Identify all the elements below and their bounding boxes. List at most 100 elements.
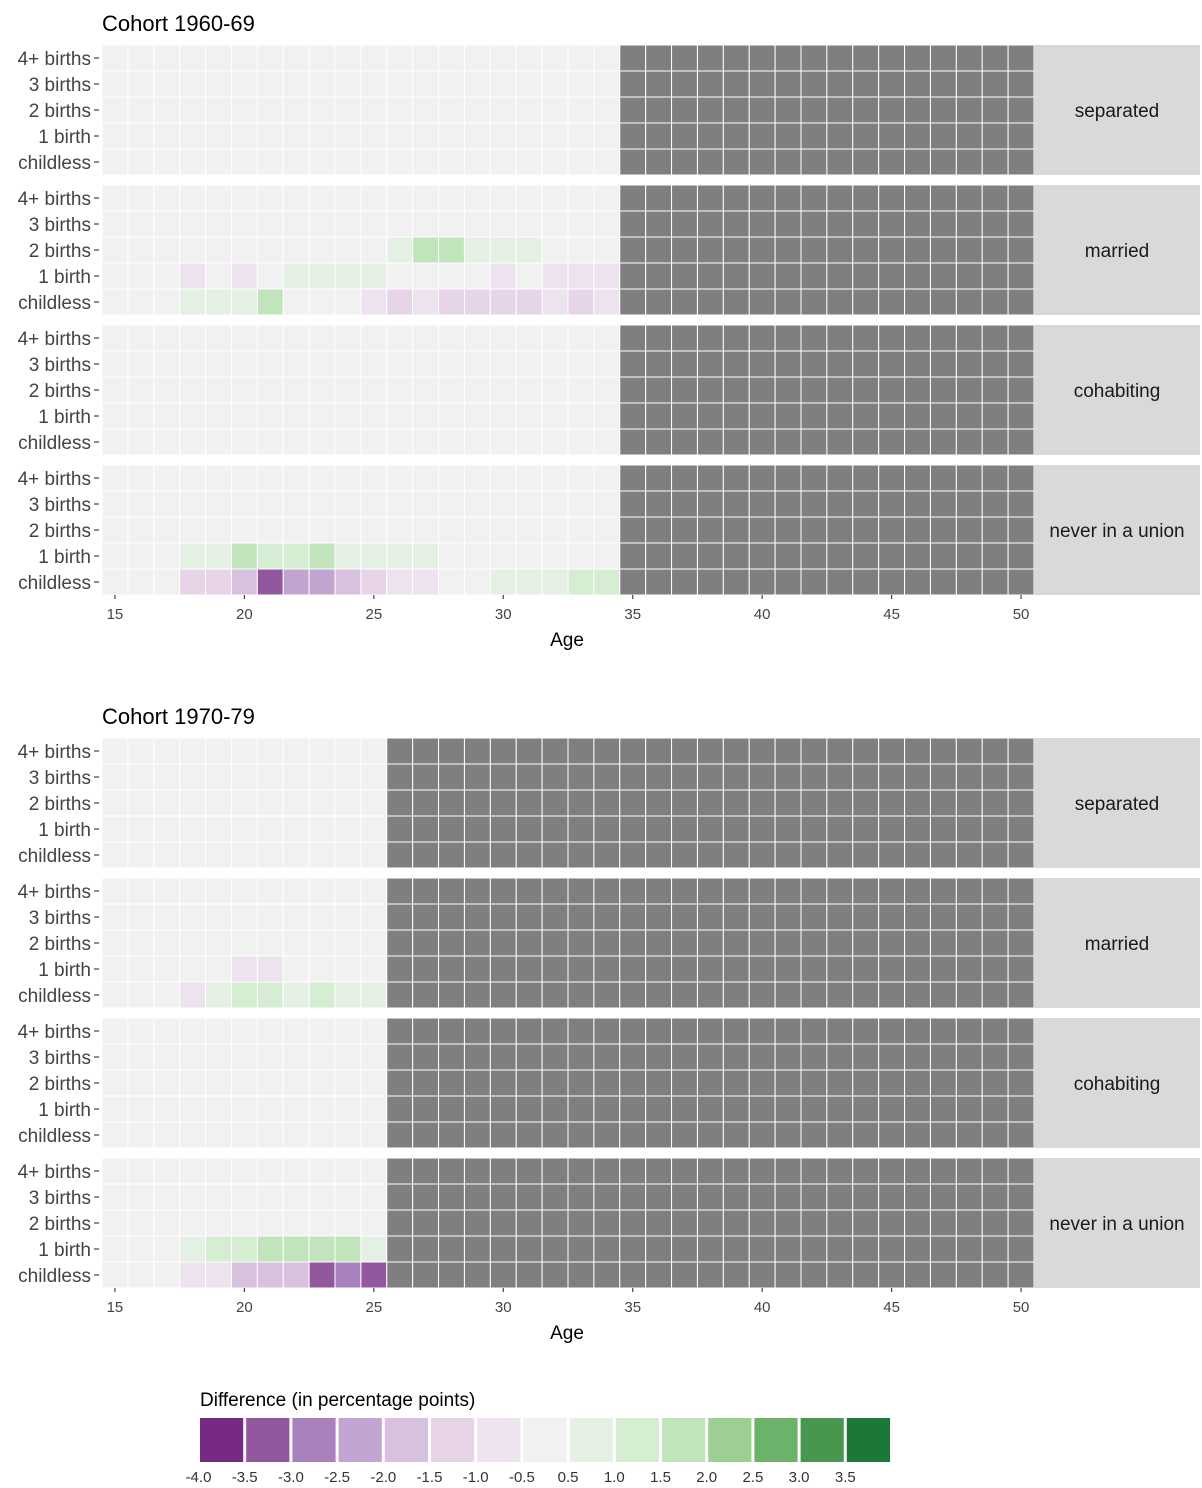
heatmap-cell [412, 955, 440, 983]
row-label: 1 birth [38, 547, 91, 568]
heatmap-cell [308, 737, 336, 765]
heatmap-cell [127, 929, 155, 957]
heatmap-cell [852, 877, 880, 905]
heatmap-cell [308, 1209, 336, 1237]
row-label: 1 birth [38, 127, 91, 148]
heatmap-cell [981, 955, 1009, 983]
heatmap-cell [671, 877, 698, 905]
heatmap-cell [929, 324, 957, 352]
heatmap-cell [489, 428, 517, 456]
heatmap-cell [619, 877, 647, 905]
heatmap-cell [929, 490, 957, 518]
heatmap-cell [593, 542, 621, 570]
heatmap-cell [567, 1235, 595, 1263]
heatmap-cell [826, 350, 854, 378]
heatmap-cell [541, 955, 569, 983]
heatmap-cell [645, 44, 673, 72]
heatmap-cell [593, 1157, 621, 1185]
heatmap-cell [438, 402, 465, 430]
heatmap-cell [671, 763, 698, 791]
heatmap-cell [334, 1069, 362, 1097]
heatmap-cell [489, 1209, 517, 1237]
heatmap-cell [671, 122, 698, 150]
heatmap-cell [904, 428, 931, 456]
heatmap-cell [671, 841, 698, 869]
row-label: 2 births [29, 794, 91, 815]
heatmap-cell [1007, 402, 1035, 430]
facet-label: separated [1075, 794, 1160, 815]
heatmap-cell [515, 350, 543, 378]
heatmap-cell [308, 981, 336, 1009]
heatmap-cell [619, 981, 647, 1009]
heatmap-cell [205, 737, 232, 765]
heatmap-cell [308, 122, 336, 150]
heatmap-cell [955, 1183, 983, 1211]
heatmap-cell [230, 763, 258, 791]
heatmap-cell [619, 96, 647, 124]
heatmap-cell [438, 955, 465, 983]
heatmap-cell [489, 1121, 517, 1149]
heatmap-cell [179, 1183, 207, 1211]
heatmap-cell [386, 402, 414, 430]
heatmap-cell [774, 428, 802, 456]
heatmap-cell [179, 236, 207, 264]
heatmap-cell [593, 70, 621, 98]
heatmap-cell [800, 1043, 828, 1071]
heatmap-cell [826, 428, 854, 456]
heatmap-cell [904, 516, 931, 544]
heatmap-cell [826, 70, 854, 98]
heatmap-cell [878, 981, 906, 1009]
heatmap-cell [981, 350, 1009, 378]
heatmap-cell [671, 464, 698, 492]
heatmap-cell [722, 464, 750, 492]
heatmap-cell [826, 148, 854, 176]
heatmap-cell [774, 737, 802, 765]
heatmap-cell [282, 350, 310, 378]
heatmap-cell [127, 1069, 155, 1097]
heatmap-cell [878, 1095, 906, 1123]
heatmap-cell [645, 542, 673, 570]
heatmap-cell [981, 490, 1009, 518]
heatmap-cell [774, 324, 802, 352]
row-label: 1 birth [38, 1240, 91, 1261]
heatmap-cell [282, 815, 310, 843]
heatmap-cell [645, 568, 673, 596]
heatmap-cell [360, 490, 388, 518]
heatmap-cell [360, 1069, 388, 1097]
heatmap-cell [748, 236, 776, 264]
heatmap-cell [929, 737, 957, 765]
heatmap-cell [386, 815, 414, 843]
heatmap-cell [230, 877, 258, 905]
heatmap-cell [386, 464, 414, 492]
heatmap-cell [360, 542, 388, 570]
heatmap-cell [929, 148, 957, 176]
heatmap-cell [205, 1261, 232, 1289]
heatmap-cell [386, 1069, 414, 1097]
heatmap-cell [671, 1183, 698, 1211]
heatmap-cell [878, 1069, 906, 1097]
x-tick-label: 50 [1013, 606, 1030, 623]
heatmap-cell [722, 148, 750, 176]
heatmap-cell [826, 1209, 854, 1237]
heatmap-cell [308, 236, 336, 264]
heatmap-cell [852, 210, 880, 238]
heatmap-cell [127, 763, 155, 791]
legend-label: -1.5 [417, 1469, 443, 1486]
heatmap-cell [878, 789, 906, 817]
heatmap-cell [438, 70, 465, 98]
heatmap-cell [308, 1183, 336, 1211]
heatmap-cell [852, 148, 880, 176]
heatmap-cell [1007, 1017, 1035, 1045]
heatmap-cell [619, 929, 647, 957]
heatmap-cell [852, 428, 880, 456]
heatmap-cell [101, 350, 129, 378]
heatmap-cell [852, 903, 880, 931]
heatmap-cell [826, 1157, 854, 1185]
heatmap-cell [696, 70, 724, 98]
heatmap-cell [1007, 929, 1035, 957]
heatmap-cell [256, 490, 284, 518]
heatmap-cell [722, 122, 750, 150]
heatmap-cell [955, 789, 983, 817]
facet-strip [1034, 738, 1200, 868]
heatmap-cell [826, 568, 854, 596]
